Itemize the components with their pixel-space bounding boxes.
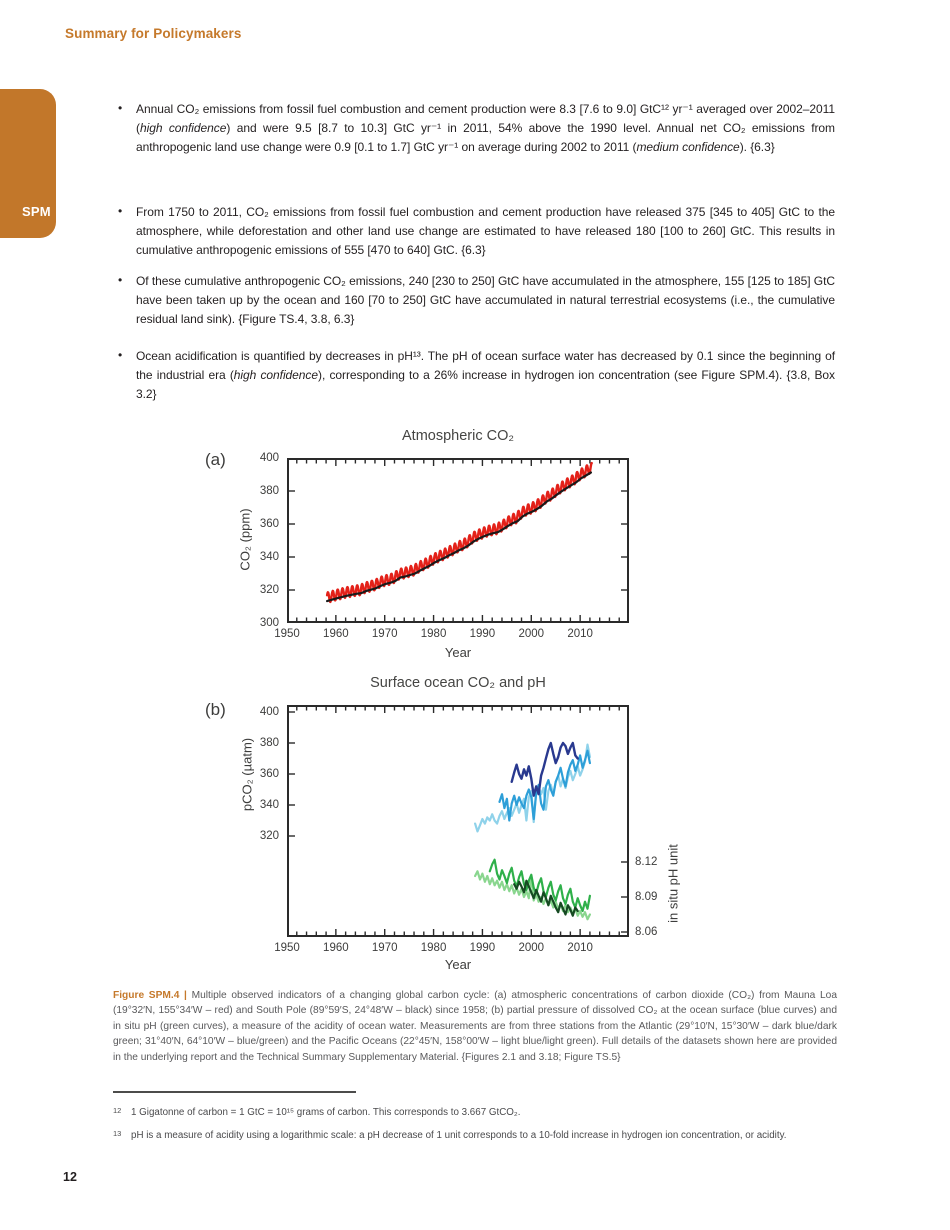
axis-tick-label: 2010 bbox=[567, 942, 593, 954]
axis-tick-label: 2000 bbox=[518, 628, 545, 640]
axis-tick-label: 340 bbox=[259, 799, 279, 811]
footnote-text: 1 Gigatonne of carbon = 1 GtC = 10¹⁵ gra… bbox=[131, 1107, 521, 1118]
page-number: 12 bbox=[63, 1170, 77, 1184]
axis-tick-label: 1960 bbox=[323, 942, 349, 954]
axis-tick-label: 320 bbox=[259, 584, 279, 596]
figure-caption-text: Multiple observed indicators of a changi… bbox=[113, 990, 837, 1063]
figure-caption-lead: Figure SPM.4 | bbox=[113, 990, 187, 1001]
axis-tick-label: 380 bbox=[259, 485, 279, 497]
bullet-item-annual-emissions: • Annual CO₂ emissions from fossil fuel … bbox=[113, 100, 835, 156]
axis-tick-label: 1970 bbox=[371, 628, 398, 640]
axis-tick-label: 1950 bbox=[274, 942, 300, 954]
bullet-text: From 1750 to 2011, CO₂ emissions from fo… bbox=[136, 205, 835, 257]
bullet-marker: • bbox=[118, 348, 123, 362]
axis-tick-label: 1960 bbox=[323, 628, 349, 640]
axis-tick-label: 380 bbox=[259, 737, 279, 749]
figure-caption: Figure SPM.4 | Multiple observed indicat… bbox=[113, 988, 837, 1065]
axis-tick-label: 1970 bbox=[371, 942, 398, 954]
axis-tick-label: 1980 bbox=[420, 628, 447, 640]
axis-tick-label: 2010 bbox=[567, 628, 593, 640]
chart-a-plot bbox=[287, 458, 629, 623]
bullet-item-carbon-accumulation: • Of these cumulative anthropogenic CO₂ … bbox=[113, 272, 835, 328]
bullet-text: Annual CO₂ emissions from fossil fuel co… bbox=[136, 102, 835, 154]
spm-side-tab: SPM bbox=[0, 89, 56, 238]
axis-tick-label: 1990 bbox=[469, 628, 496, 640]
chart-b-x-axis-label: Year bbox=[444, 957, 472, 972]
axis-tick-label: 340 bbox=[259, 551, 279, 563]
axis-tick-label: 360 bbox=[259, 518, 279, 530]
axis-tick-label: 400 bbox=[259, 706, 279, 718]
footnote-marker: 12 bbox=[113, 1106, 122, 1115]
bullet-item-ocean-acidification: • Ocean acidification is quantified by d… bbox=[113, 347, 835, 403]
chart-a-title: Atmospheric CO₂ bbox=[402, 428, 514, 444]
running-header: Summary for Policymakers bbox=[65, 26, 242, 41]
chart-a-x-axis-label: Year bbox=[444, 645, 472, 660]
bullet-item-cumulative-emissions: • From 1750 to 2011, CO₂ emissions from … bbox=[113, 203, 835, 259]
axis-tick-label: 2000 bbox=[518, 942, 545, 954]
axis-tick-label: 1990 bbox=[469, 942, 496, 954]
spm-tab-label: SPM bbox=[22, 204, 51, 219]
axis-tick-label: 8.06 bbox=[635, 926, 658, 938]
footnote-divider bbox=[113, 1091, 356, 1093]
axis-tick-label: 300 bbox=[259, 617, 279, 629]
axis-tick-label: 360 bbox=[259, 768, 279, 780]
bullet-marker: • bbox=[118, 273, 123, 287]
axis-tick-label: 8.12 bbox=[635, 856, 658, 868]
footnote-marker: 13 bbox=[113, 1129, 122, 1138]
axis-tick-label: 320 bbox=[259, 830, 279, 842]
chart-b-title: Surface ocean CO₂ and pH bbox=[370, 675, 546, 691]
bullet-text: Ocean acidification is quantified by dec… bbox=[136, 349, 835, 401]
axis-tick-label: 1980 bbox=[420, 942, 447, 954]
bullet-marker: • bbox=[118, 204, 123, 218]
footnote-13: 13 pH is a measure of acidity using a lo… bbox=[113, 1129, 835, 1142]
chart-b-plot bbox=[287, 705, 629, 937]
bullet-marker: • bbox=[118, 101, 123, 115]
chart-a-panel-label: (a) bbox=[205, 450, 226, 469]
footnote-12: 12 1 Gigatonne of carbon = 1 GtC = 10¹⁵ … bbox=[113, 1106, 835, 1119]
axis-tick-label: 400 bbox=[259, 452, 279, 464]
bullet-text: Of these cumulative anthropogenic CO₂ em… bbox=[136, 274, 835, 326]
axis-tick-label: 8.09 bbox=[635, 891, 658, 903]
footnote-text: pH is a measure of acidity using a logar… bbox=[131, 1130, 787, 1141]
axis-tick-label: 1950 bbox=[274, 628, 300, 640]
chart-b-panel-label: (b) bbox=[205, 700, 226, 719]
